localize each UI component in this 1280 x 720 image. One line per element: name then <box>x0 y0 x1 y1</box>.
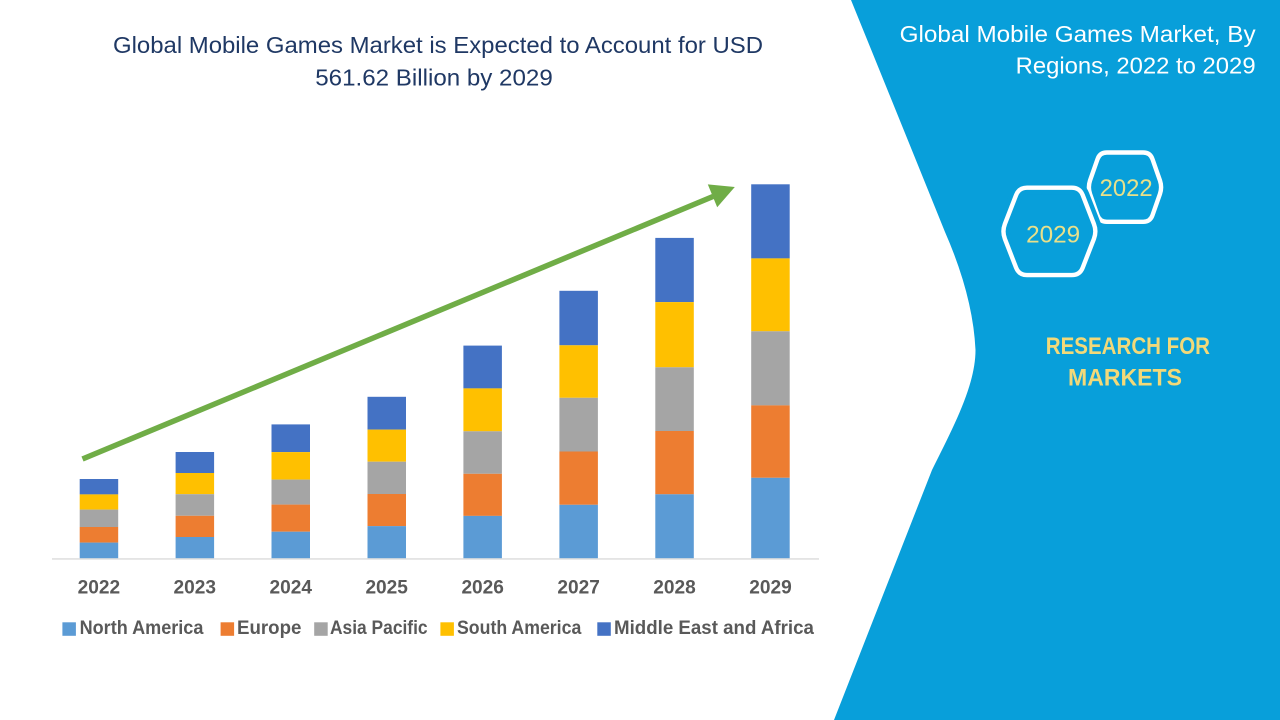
svg-text:Global Mobile Games Market, By: Global Mobile Games Market, By <box>900 21 1257 47</box>
svg-text:2027: 2027 <box>557 577 600 599</box>
svg-text:2029: 2029 <box>1026 222 1080 249</box>
svg-text:2022: 2022 <box>78 577 121 599</box>
svg-text:Global Mobile Games Market is: Global Mobile Games Market is Expected t… <box>113 32 763 58</box>
svg-text:Asia Pacific: Asia Pacific <box>330 618 428 639</box>
svg-text:561.62 Billion by 2029: 561.62 Billion by 2029 <box>315 64 553 90</box>
svg-text:RESEARCH FOR: RESEARCH FOR <box>1046 333 1210 360</box>
svg-text:2022: 2022 <box>1100 175 1153 202</box>
svg-text:North America: North America <box>80 618 204 639</box>
svg-text:2024: 2024 <box>270 577 313 599</box>
svg-text:Europe: Europe <box>237 618 301 639</box>
svg-text:2025: 2025 <box>365 577 408 599</box>
svg-text:2029: 2029 <box>749 577 792 599</box>
svg-text:2026: 2026 <box>461 577 504 599</box>
svg-text:2023: 2023 <box>174 577 217 599</box>
svg-text:South America: South America <box>457 618 582 639</box>
svg-text:MARKETS: MARKETS <box>1068 365 1182 392</box>
svg-text:2028: 2028 <box>653 577 696 599</box>
svg-text:Middle East and Africa: Middle East and Africa <box>614 618 814 639</box>
svg-text:Regions, 2022 to 2029: Regions, 2022 to 2029 <box>1016 53 1256 79</box>
